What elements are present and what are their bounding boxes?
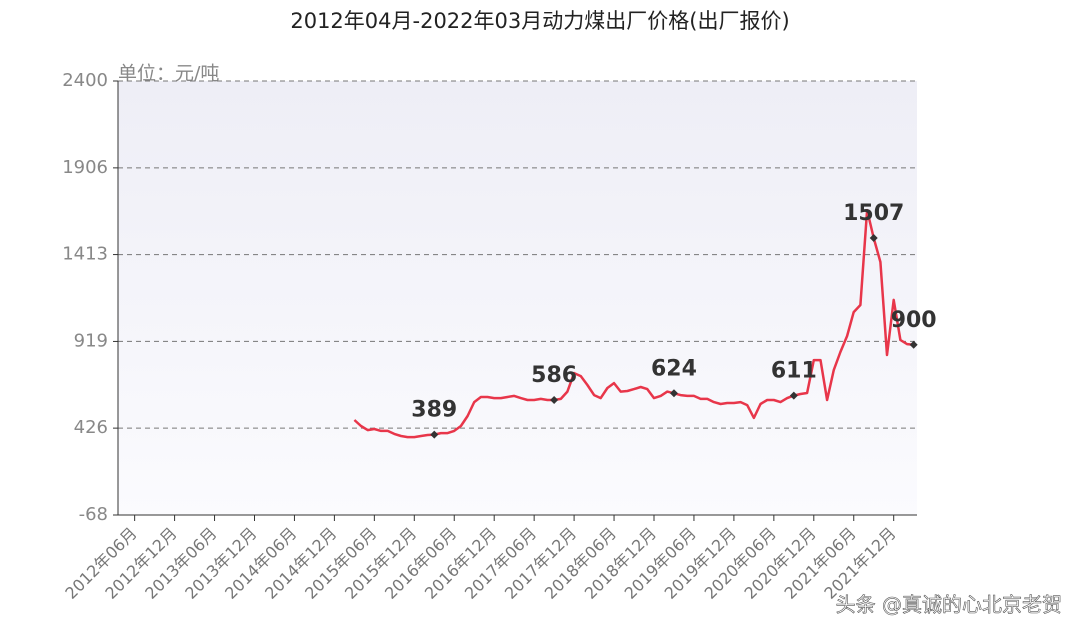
y-tick-label: -68: [79, 504, 108, 525]
point-marker: [909, 340, 918, 349]
data-label: 624: [651, 356, 697, 381]
point-marker: [869, 234, 878, 243]
data-line: [353, 208, 914, 439]
y-tick-label: 919: [74, 330, 108, 351]
plot-area: [118, 81, 917, 515]
data-label: 586: [531, 363, 577, 388]
y-unit-label: 单位：元/吨: [118, 63, 219, 85]
data-label: 611: [771, 359, 817, 384]
point-marker: [550, 395, 559, 404]
point-marker: [789, 391, 798, 400]
watermark: 头条 @真诚的心北京老贺: [836, 593, 1062, 617]
point-marker: [669, 389, 678, 398]
chart-title: 2012年04月-2022年03月动力煤出厂价格(出厂报价): [290, 9, 789, 33]
point-marker: [430, 430, 439, 439]
y-tick-label: 426: [74, 417, 108, 438]
data-label: 900: [891, 308, 937, 333]
y-tick-label: 1906: [62, 157, 108, 178]
data-label: 1507: [843, 201, 904, 226]
y-tick-label: 2400: [62, 70, 108, 91]
data-label: 389: [411, 398, 457, 423]
y-tick-label: 1413: [62, 244, 108, 265]
